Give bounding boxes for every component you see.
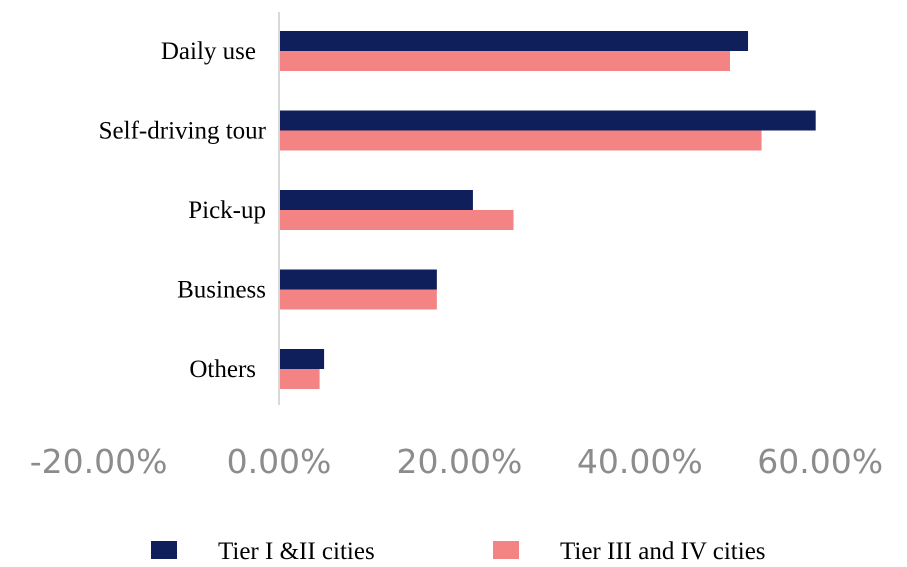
x-tick-label: -20.00% (30, 442, 168, 481)
legend-label: Tier III and IV cities (560, 538, 766, 565)
category-label: Pick-up (188, 197, 266, 224)
bar-tier-3-4-1 (279, 130, 762, 151)
legend-swatch (151, 541, 177, 559)
x-tick-label: 20.00% (396, 442, 522, 481)
bar-tier-1-2-1 (279, 110, 816, 131)
x-tick-label: 40.00% (577, 442, 703, 481)
category-label: Business (177, 277, 266, 304)
legend-swatch (493, 541, 519, 559)
category-label: Self-driving tour (99, 118, 267, 145)
legend: Tier I &II cities Tier III and IV cities (151, 538, 766, 565)
bar-tier-3-4-2 (279, 210, 514, 230)
bar-tier-1-2-0 (279, 31, 749, 51)
category-labels: Daily use Self-driving tour Pick-up Busines… (99, 38, 267, 383)
bars-group (279, 31, 816, 389)
bar-tier-1-2-3 (279, 269, 437, 290)
bar-tier-3-4-3 (279, 289, 437, 310)
bar-tier-3-4-0 (279, 51, 730, 71)
x-tick-labels: -20.00% 0.00% 20.00% 40.00% 60.00% (30, 442, 883, 481)
x-tick-label: 60.00% (757, 442, 883, 481)
category-label: Daily use (161, 38, 256, 65)
bar-tier-1-2-4 (279, 349, 325, 369)
bar-tier-3-4-4 (279, 369, 320, 389)
bar-tier-1-2-2 (279, 190, 473, 210)
legend-label: Tier I &II cities (218, 538, 375, 565)
x-tick-label: 0.00% (227, 442, 332, 481)
category-label: Others (189, 356, 256, 383)
